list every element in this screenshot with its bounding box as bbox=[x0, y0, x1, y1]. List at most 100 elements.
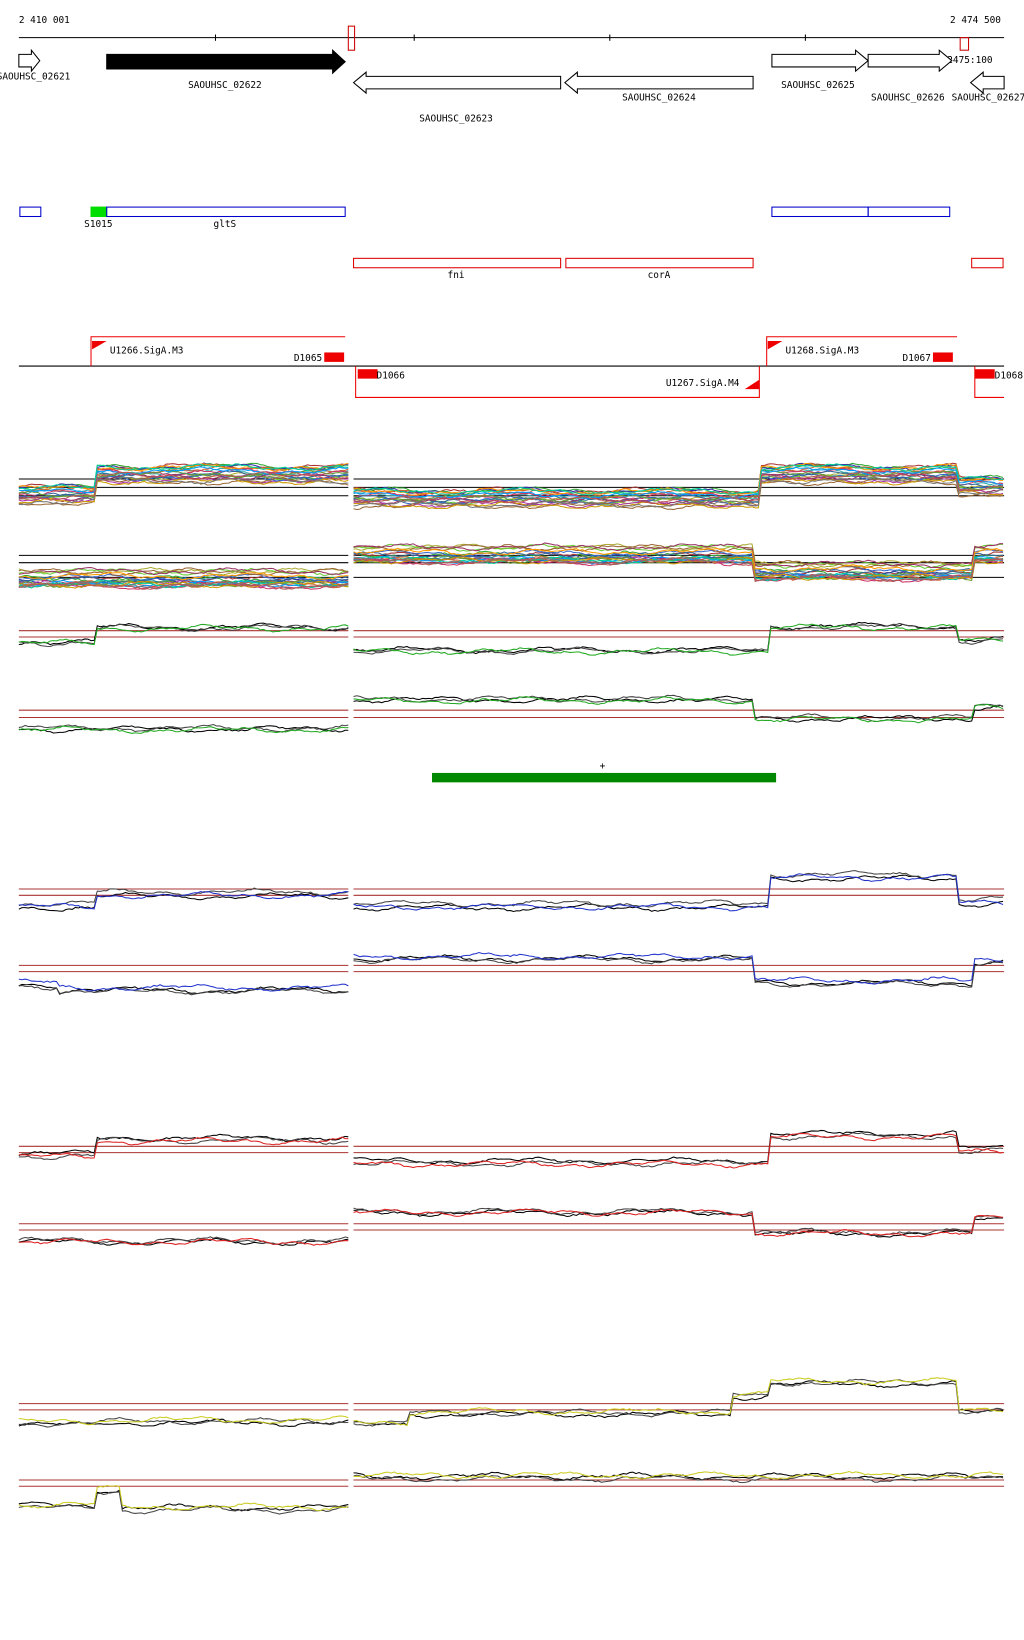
gene-label: SAOUHSC_02621 bbox=[0, 71, 71, 82]
signal-line bbox=[18, 1237, 349, 1246]
signal-line bbox=[18, 566, 349, 576]
start-label: 2 410 001 bbox=[19, 15, 70, 26]
feature-box bbox=[565, 257, 754, 269]
feature-label: corA bbox=[648, 270, 671, 281]
signal-line bbox=[18, 978, 349, 992]
gene-label: SAOUHSC_02622 bbox=[188, 80, 262, 91]
promoter-label: D1067 bbox=[903, 353, 931, 364]
signal-line bbox=[18, 723, 349, 733]
gene-label: SAOUHSC_02624 bbox=[622, 92, 696, 103]
promoter-label: D1068 bbox=[995, 371, 1024, 382]
signal-line bbox=[18, 1416, 349, 1428]
signal-line bbox=[353, 472, 1004, 506]
promoter-label: U1266.SigA.M3 bbox=[110, 346, 184, 357]
features: S1015 gltS fni corA bbox=[19, 206, 1004, 281]
promoter-label: U1268.SigA.M3 bbox=[786, 346, 860, 357]
signal-line bbox=[353, 551, 1004, 577]
feature-box bbox=[353, 257, 562, 269]
terminator-label: TT2475:100 bbox=[936, 55, 993, 66]
feature-box bbox=[90, 206, 108, 218]
signal-line bbox=[353, 696, 1004, 724]
terminator-box bbox=[974, 369, 995, 379]
signal-line bbox=[353, 462, 1004, 496]
promoter-label: U1267.SigA.M4 bbox=[666, 378, 740, 389]
signal-line bbox=[18, 1415, 349, 1426]
signal-line bbox=[18, 725, 349, 734]
expression-tracks bbox=[18, 462, 1005, 1515]
signal-line bbox=[18, 567, 349, 577]
signal-line bbox=[353, 542, 1004, 569]
terminator-box bbox=[324, 352, 345, 362]
gene-arrow bbox=[352, 71, 562, 95]
signal-line bbox=[353, 1470, 1004, 1480]
signal-line bbox=[353, 1474, 1004, 1484]
signal-line bbox=[18, 984, 349, 996]
signal-line bbox=[353, 694, 1004, 722]
signal-line bbox=[353, 1379, 1004, 1426]
gene-arrow bbox=[18, 48, 41, 73]
signal-line bbox=[353, 463, 1004, 496]
signal-line bbox=[353, 477, 1004, 510]
signal-line bbox=[353, 951, 1004, 985]
gene-arrow bbox=[771, 49, 869, 73]
signal-line bbox=[353, 557, 1004, 583]
signal-line bbox=[353, 695, 1004, 723]
signal-line bbox=[353, 1208, 1004, 1238]
signal-line bbox=[18, 623, 349, 646]
signal-line bbox=[353, 955, 1004, 988]
gene-labels: SAOUHSC_02621 SAOUHSC_02622 SAOUHSC_0262… bbox=[0, 71, 1024, 124]
gene-label: SAOUHSC_02625 bbox=[781, 80, 855, 91]
genes bbox=[18, 48, 1005, 95]
strand-marker: + bbox=[600, 761, 606, 772]
signal-line bbox=[353, 623, 1004, 656]
transcript-lines bbox=[90, 336, 1005, 398]
feature-label: fni bbox=[448, 270, 465, 281]
signal-line bbox=[18, 471, 349, 501]
gene-arrow bbox=[969, 71, 1005, 95]
signal-line bbox=[353, 1129, 1004, 1166]
signal-line bbox=[18, 475, 349, 506]
marker bbox=[959, 37, 970, 51]
feature-box bbox=[106, 206, 346, 218]
signal-line bbox=[353, 543, 1004, 569]
promoters: U1266.SigA.M3 D1065 D1066 U1267.SigA.M4 … bbox=[18, 336, 1024, 398]
signal-line bbox=[18, 581, 349, 590]
terminator-box bbox=[932, 352, 953, 362]
end-label: 2 474 500 bbox=[950, 15, 1001, 26]
signal-line bbox=[353, 476, 1004, 509]
gene-label: SAOUHSC_02626 bbox=[871, 92, 945, 103]
signal-line bbox=[18, 466, 349, 494]
promoter-label: D1066 bbox=[377, 371, 406, 382]
signal-line bbox=[18, 468, 349, 496]
signal-line bbox=[18, 622, 349, 646]
signal-line bbox=[353, 471, 1004, 505]
signal-line bbox=[18, 891, 349, 912]
terminator-box bbox=[357, 369, 378, 379]
signal-line bbox=[353, 547, 1004, 573]
feature-label: S1015 bbox=[84, 219, 112, 230]
signal-line bbox=[353, 873, 1004, 912]
marker bbox=[347, 25, 356, 51]
feature-box bbox=[19, 206, 42, 218]
promoter-label: D1065 bbox=[294, 353, 322, 364]
gene-arrow bbox=[106, 49, 346, 75]
signal-line bbox=[18, 580, 349, 589]
signal-line bbox=[353, 622, 1004, 655]
signal-line bbox=[353, 1207, 1004, 1237]
signal-line bbox=[18, 890, 349, 910]
signal-line bbox=[18, 571, 349, 581]
gene-label: SAOUHSC_02627 bbox=[952, 92, 1024, 103]
signal-line bbox=[353, 543, 1004, 569]
feature-box bbox=[971, 257, 1004, 269]
gene-label: SAOUHSC_02623 bbox=[419, 113, 493, 124]
signal-line bbox=[18, 477, 349, 504]
signal-line bbox=[353, 1377, 1004, 1427]
region-bar bbox=[431, 772, 777, 783]
feature-label: gltS bbox=[214, 219, 237, 230]
gene-arrow bbox=[564, 71, 754, 95]
signal-line bbox=[353, 870, 1004, 908]
gene-arrow bbox=[867, 49, 953, 73]
signal-line bbox=[353, 466, 1004, 500]
signal-line bbox=[18, 1136, 349, 1161]
